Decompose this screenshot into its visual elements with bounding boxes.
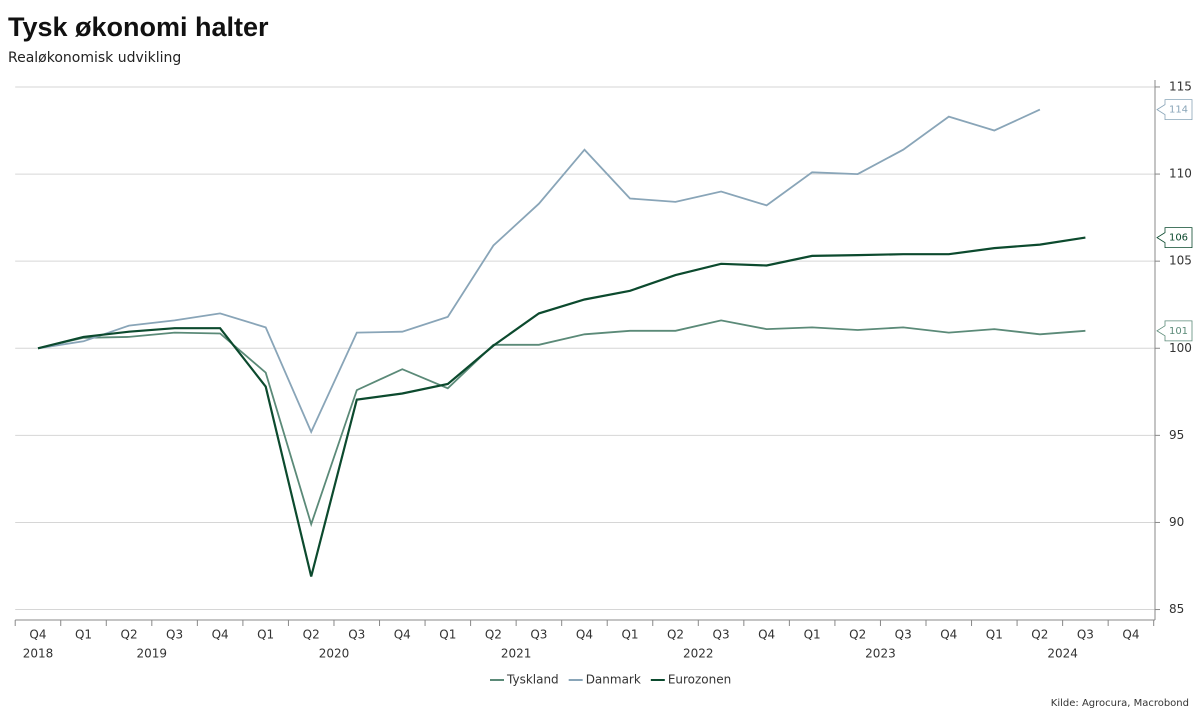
x-year-label: 2021: [501, 647, 532, 661]
x-year-label: 2022: [683, 647, 714, 661]
x-year-label: 2020: [319, 647, 350, 661]
x-tick-label: Q1: [804, 628, 821, 642]
x-tick-label: Q3: [530, 628, 547, 642]
x-tick-label: Q3: [166, 628, 183, 642]
x-tick-label: Q2: [303, 628, 320, 642]
x-tick-label: Q2: [121, 628, 138, 642]
x-tick-label: Q2: [1031, 628, 1048, 642]
x-tick-label: Q3: [348, 628, 365, 642]
legend-label: Eurozonen: [668, 673, 731, 687]
y-tick-label: 110: [1169, 167, 1192, 181]
x-tick-label: Q4: [940, 628, 957, 642]
end-label-box: [1156, 227, 1193, 249]
series-line: [37, 319, 1086, 528]
x-tick-label: Q1: [439, 628, 456, 642]
chart-title: Tysk økonomi halter: [8, 12, 269, 42]
series-line: [37, 236, 1086, 577]
x-tick-label: Q4: [758, 628, 775, 642]
legend-label: Danmark: [586, 673, 641, 687]
x-tick-label: Q4: [212, 628, 229, 642]
x-year-label: 2018: [23, 647, 54, 661]
end-label-box: [1156, 320, 1193, 342]
x-year-label: 2019: [137, 647, 168, 661]
end-label: 106: [1169, 233, 1188, 244]
x-year-label: 2023: [865, 647, 896, 661]
x-year-label: 2024: [1047, 647, 1078, 661]
x-tick-label: Q2: [849, 628, 866, 642]
y-tick-label: 95: [1169, 428, 1184, 442]
x-tick-label: Q3: [895, 628, 912, 642]
x-tick-label: Q1: [986, 628, 1003, 642]
x-tick-label: Q4: [29, 628, 46, 642]
series-line: [37, 108, 1041, 435]
x-tick-label: Q2: [485, 628, 502, 642]
x-tick-label: Q4: [1122, 628, 1139, 642]
y-tick-label: 105: [1169, 254, 1192, 268]
x-tick-label: Q3: [1077, 628, 1094, 642]
y-tick-label: 115: [1169, 79, 1192, 93]
x-tick-label: Q1: [75, 628, 92, 642]
x-tick-label: Q2: [667, 628, 684, 642]
source: Kilde: Agrocura, Macrobond: [1051, 698, 1189, 709]
y-tick-label: 85: [1169, 602, 1184, 616]
legend-label: Tyskland: [506, 673, 559, 687]
chart-subtitle: Realøkonomisk udvikling: [8, 50, 181, 66]
x-tick-label: Q4: [576, 628, 593, 642]
x-tick-label: Q3: [713, 628, 730, 642]
end-label: 114: [1169, 105, 1188, 116]
y-tick-label: 90: [1169, 515, 1184, 529]
end-label: 101: [1169, 326, 1188, 337]
x-tick-label: Q1: [257, 628, 274, 642]
y-tick-label: 100: [1169, 341, 1192, 355]
end-label-box: [1156, 99, 1193, 121]
x-tick-label: Q1: [621, 628, 638, 642]
x-tick-label: Q4: [394, 628, 411, 642]
